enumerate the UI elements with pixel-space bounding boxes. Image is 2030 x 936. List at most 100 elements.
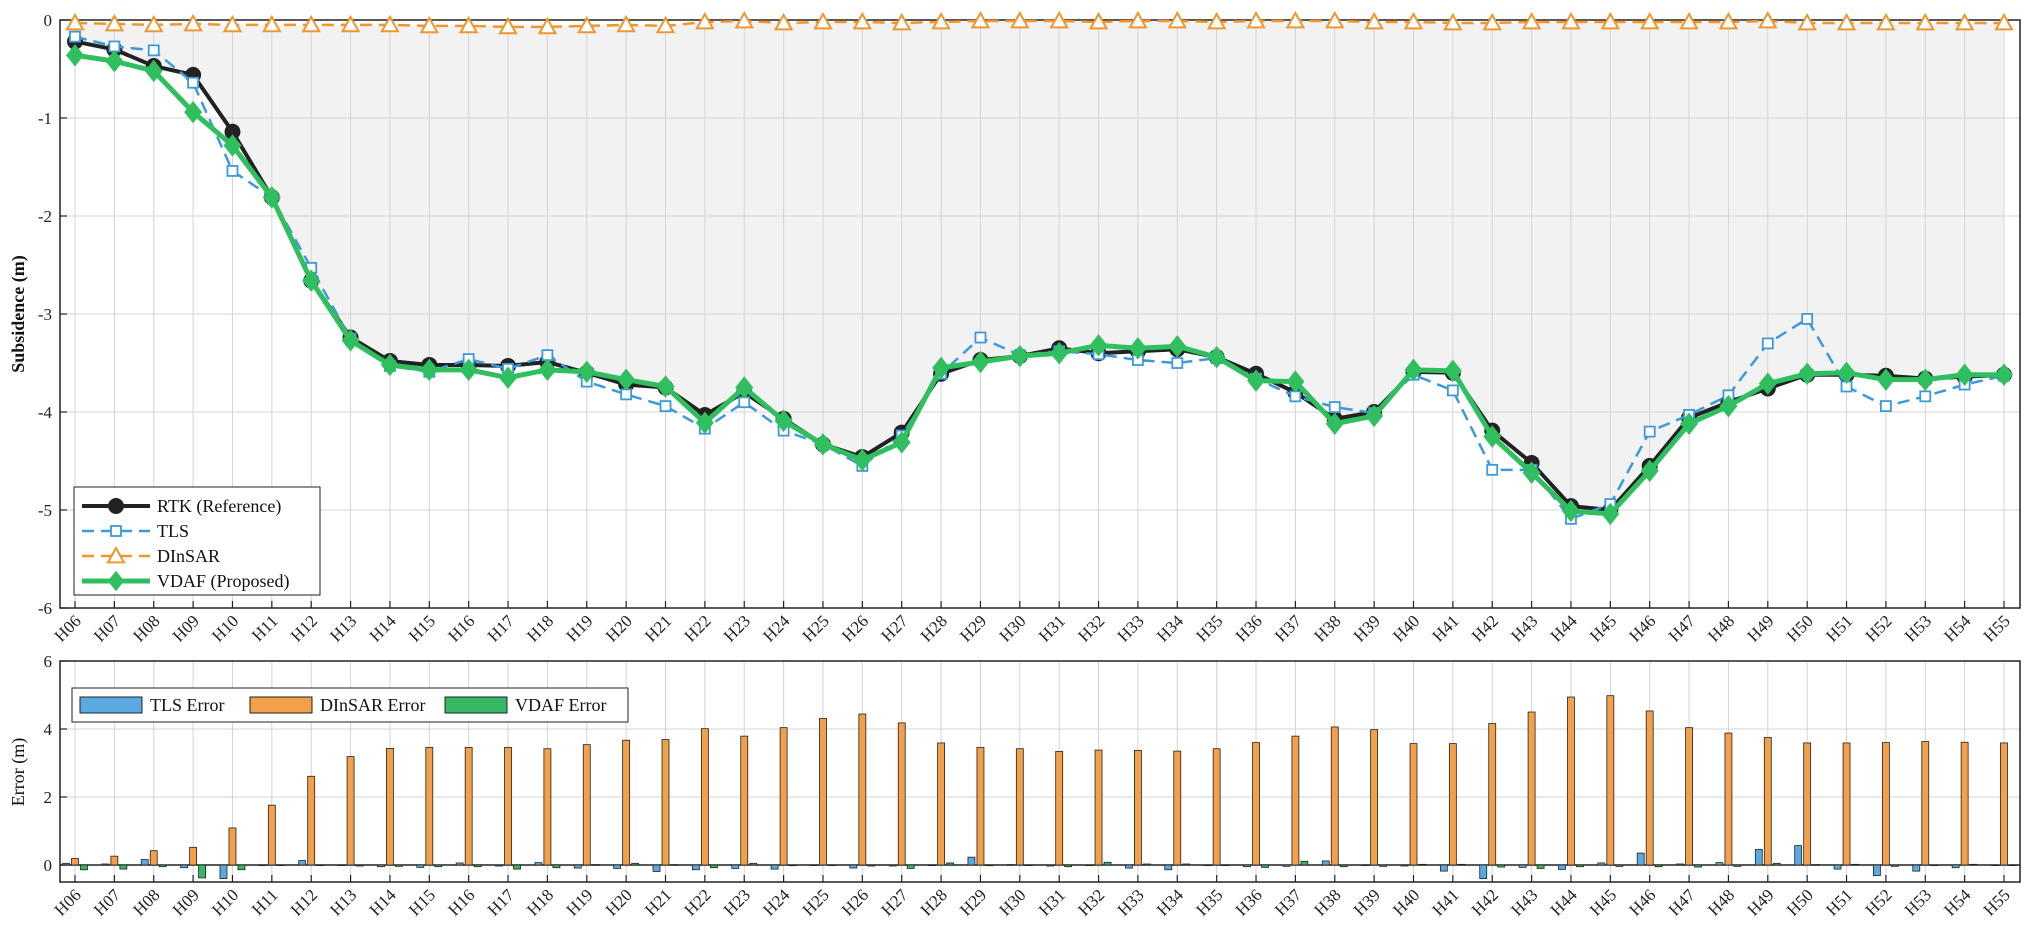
bottom-y-tick-label: 6	[44, 652, 53, 671]
bar-dinsar-error	[661, 739, 670, 866]
error-bars	[62, 695, 2017, 880]
point-vdaf-proposed	[380, 353, 399, 377]
series-line-dinsar	[74, 19, 2004, 29]
point-dinsar	[1915, 12, 1935, 31]
bar-vdaf-error	[1103, 861, 1112, 866]
top-x-tick-label: H38	[1310, 611, 1344, 645]
point-vdaf-proposed	[1758, 372, 1777, 395]
point-dinsar	[655, 15, 676, 34]
bottom-x-tick-label: H23	[720, 885, 754, 919]
bottom-legend-items: TLS Error DInSAR Error VDAF Error	[79, 695, 607, 715]
top-x-tick-label: H43	[1507, 611, 1541, 645]
bar-vdaf-error	[1457, 863, 1466, 866]
bar-dinsar-error	[110, 855, 119, 866]
bar-vdaf-error	[749, 862, 758, 866]
bar-dinsar-error	[1212, 748, 1221, 866]
point-dinsar	[1206, 11, 1227, 30]
point-vdaf-proposed	[1247, 369, 1265, 392]
top-x-tick-label: H33	[1114, 611, 1148, 645]
bar-dinsar-error	[1134, 750, 1142, 866]
bar-dinsar-error	[1921, 741, 1930, 866]
point-dinsar	[695, 11, 715, 30]
top-x-tick-label: H18	[523, 611, 557, 645]
bottom-y-ticks: 0 2 4 6	[44, 652, 67, 875]
bar-tls-error	[298, 860, 307, 866]
top-y-tick-label: -2	[38, 207, 52, 226]
top-series	[65, 10, 2014, 526]
point-dinsar	[773, 12, 794, 31]
bar-dinsar-error	[386, 747, 394, 866]
point-dinsar	[1443, 12, 1463, 31]
point-dinsar	[931, 11, 951, 30]
bottom-x-tick-label: H46	[1625, 885, 1659, 919]
bottom-x-tick-label: H43	[1507, 885, 1541, 919]
bar-dinsar-error	[897, 722, 906, 866]
bar-dinsar-error	[1252, 742, 1260, 866]
point-dinsar	[262, 14, 282, 33]
point-vdaf-proposed	[1089, 334, 1108, 357]
bar-dinsar-error	[1803, 742, 1812, 866]
bottom-legend[interactable]: TLS Error DInSAR Error VDAF Error	[71, 687, 629, 723]
point-tls	[69, 30, 81, 43]
bottom-x-tick-label: H35	[1192, 885, 1226, 919]
point-vdaf-proposed	[1995, 363, 2013, 386]
point-dinsar	[1246, 10, 1266, 29]
bar-vdaf-error	[355, 864, 364, 867]
bar-vdaf-error	[473, 864, 482, 868]
bottom-x-tick-label: H44	[1547, 885, 1581, 919]
bottom-x-tick-label: H09	[169, 885, 203, 919]
bar-vdaf-error	[1497, 864, 1506, 868]
top-x-tick-label: H51	[1822, 611, 1856, 645]
point-vdaf-proposed	[1286, 370, 1305, 393]
point-tls	[1761, 337, 1774, 350]
top-x-tick-label: H24	[759, 611, 793, 645]
bar-vdaf-error	[1890, 864, 1899, 867]
point-vdaf-proposed	[66, 44, 84, 67]
point-vdaf-proposed	[105, 49, 124, 73]
point-dinsar	[1088, 11, 1109, 30]
bar-dinsar-error	[1842, 742, 1851, 866]
bar-dinsar-error	[1291, 735, 1300, 866]
bar-vdaf-error	[1576, 864, 1584, 868]
bottom-x-tick-label: H10	[208, 885, 242, 919]
bottom-x-tick-label: H24	[759, 885, 793, 919]
bar-tls-error	[1243, 864, 1251, 868]
point-tls	[1879, 400, 1892, 413]
bar-tls-error	[1282, 864, 1291, 867]
point-dinsar	[813, 11, 833, 30]
top-x-tick-label: H19	[562, 611, 596, 645]
point-tls	[1328, 401, 1341, 414]
bar-tls-error	[258, 864, 267, 867]
bar-dinsar-error	[1055, 751, 1064, 866]
bar-vdaf-error	[1379, 864, 1388, 867]
point-dinsar	[458, 15, 479, 34]
bar-tls-error	[1479, 864, 1488, 880]
bottom-x-tick-label: H07	[90, 885, 124, 919]
point-dinsar	[65, 12, 85, 31]
point-dinsar	[1758, 10, 1778, 29]
bottom-x-tick-label: H22	[681, 885, 715, 919]
legend-swatch-dinsar-error	[249, 696, 313, 714]
point-tls	[187, 76, 200, 89]
bottom-x-tick-label: H53	[1901, 885, 1935, 919]
bottom-x-tick-label: H16	[444, 885, 478, 919]
bar-vdaf-error	[1733, 864, 1742, 867]
point-vdaf-proposed	[1010, 344, 1029, 368]
bar-vdaf-error	[906, 864, 915, 869]
top-legend[interactable]: RTK (Reference) TLS DInSAR VDAF (Proposed)	[73, 486, 321, 596]
bar-tls-error	[731, 864, 740, 869]
bars-dinsar-error	[71, 695, 2008, 866]
point-dinsar	[577, 15, 597, 34]
top-x-tick-label: H07	[90, 611, 124, 645]
bar-dinsar-error	[71, 858, 79, 866]
bottom-x-tick-label: H47	[1665, 885, 1699, 919]
point-vdaf-proposed	[262, 186, 281, 209]
top-x-tick-label: H29	[956, 611, 990, 645]
point-dinsar	[1403, 11, 1424, 30]
bar-dinsar-error	[819, 718, 827, 866]
bar-dinsar-error	[740, 735, 749, 866]
point-vdaf-proposed	[1719, 394, 1738, 418]
point-dinsar	[498, 16, 518, 35]
bar-dinsar-error	[1173, 750, 1182, 866]
point-vdaf-proposed	[420, 358, 439, 382]
